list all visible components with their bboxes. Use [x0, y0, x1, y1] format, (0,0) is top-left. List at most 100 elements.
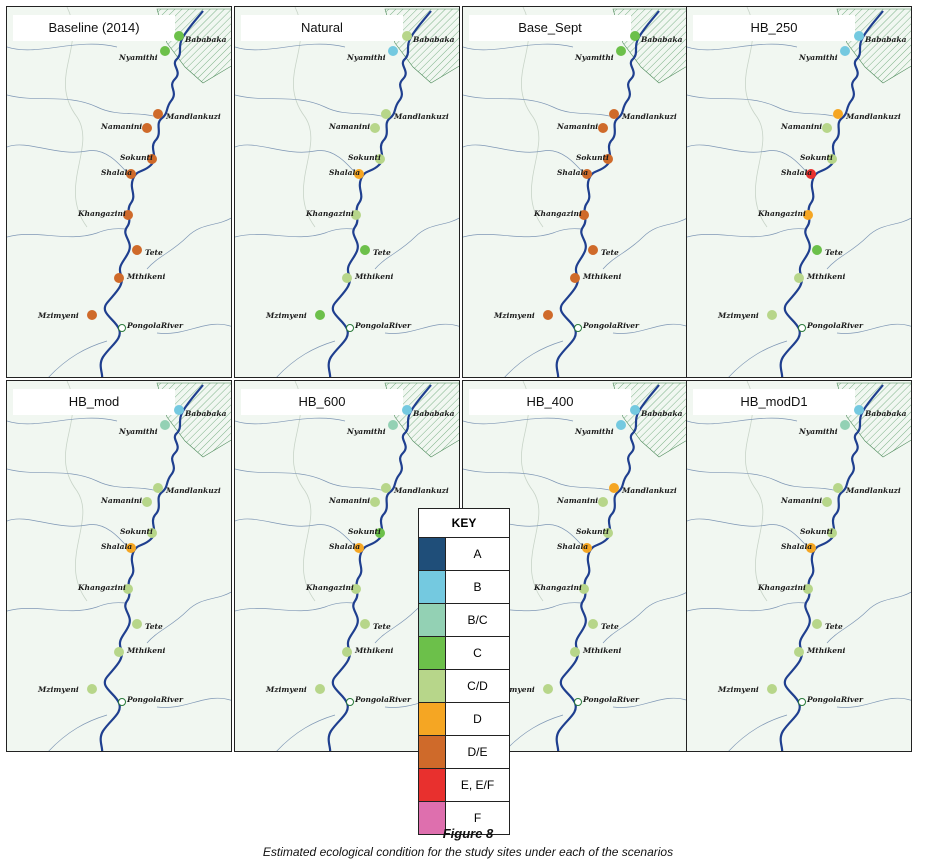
site-marker-mandlankuzi: [381, 483, 391, 493]
site-marker-tete: [812, 619, 822, 629]
protected-area: [836, 382, 911, 458]
site-label-nyamithi: Nyamithi: [575, 53, 614, 62]
site-marker-khangazini: [579, 584, 589, 594]
site-marker-babababa: [174, 405, 184, 415]
site-label-pongola: PongolaRiver: [583, 321, 640, 330]
site-marker-nyamithi: [388, 420, 398, 430]
site-marker-mthikeni: [342, 647, 352, 657]
key-row: E, E/F: [419, 769, 509, 802]
site-marker-tete: [588, 619, 598, 629]
key-swatch: [419, 571, 446, 603]
key-row: B/C: [419, 604, 509, 637]
tributary-line: [687, 94, 838, 118]
site-label-mzimyeni: Mzimyeni: [718, 685, 759, 694]
site-label-namanini: Namanini: [781, 122, 823, 131]
panel-title: HB_400: [469, 389, 631, 415]
site-marker-sokunti: [375, 528, 385, 538]
site-label-babababa: Bababaka: [413, 35, 455, 44]
site-label-pongola: PongolaRiver: [355, 321, 412, 330]
site-label-khangazini: Khangazini: [534, 583, 582, 592]
tributary-line: [7, 417, 118, 425]
site-label-mthikeni: Mthikeni: [583, 646, 622, 655]
scenario-map-panel: HB_250 Bababaka Nyamithi Mandlankuzi Namanin…: [686, 6, 912, 378]
site-marker-mzimyeni: [767, 310, 777, 320]
site-marker-khangazini: [351, 210, 361, 220]
key-label: D: [473, 712, 482, 726]
site-marker-babababa: [630, 405, 640, 415]
site-label-namanini: Namanini: [329, 122, 371, 131]
site-marker-mthikeni: [114, 273, 124, 283]
panel-title: Base_Sept: [469, 15, 631, 41]
key-swatch: [419, 769, 446, 801]
site-label-mzimyeni: Mzimyeni: [718, 311, 759, 320]
site-marker-mandlankuzi: [153, 483, 163, 493]
site-label-nyamithi: Nyamithi: [347, 427, 386, 436]
tributary-line: [463, 417, 574, 425]
site-marker-shalala: [582, 169, 592, 179]
site-label-mandlankuzi: Mandlankuzi: [394, 112, 449, 121]
scenario-map-panel: Base_Sept Bababaka Nyamithi Mandlankuzi Nama…: [462, 6, 688, 378]
tributary-line: [235, 144, 360, 178]
key-label: E, E/F: [460, 778, 495, 792]
site-marker-mthikeni: [570, 647, 580, 657]
tributary-line: [602, 591, 687, 644]
site-label-shalala: Shalala: [781, 168, 813, 177]
site-marker-namanini: [142, 123, 152, 133]
site-marker-tete: [132, 619, 142, 629]
river-line: [779, 384, 884, 751]
tributary-line: [687, 43, 798, 51]
site-label-mandlankuzi: Mandlankuzi: [394, 486, 449, 495]
key-swatch: [419, 637, 446, 669]
river-line: [327, 10, 432, 377]
tributary-line: [687, 518, 812, 552]
site-marker-pongola: [798, 698, 806, 706]
tributary-line: [728, 340, 788, 377]
site-marker-babababa: [630, 31, 640, 41]
site-label-sokunti: Sokunti: [576, 527, 609, 536]
site-label-sokunti: Sokunti: [576, 153, 609, 162]
scenario-map-panel: Natural Bababaka Nyamithi Mandlankuzi Namani…: [234, 6, 460, 378]
key-swatch: [419, 604, 446, 636]
tributary-line: [463, 43, 574, 51]
tributary-line: [836, 323, 911, 334]
site-label-pongola: PongolaRiver: [355, 695, 412, 704]
site-label-khangazini: Khangazini: [306, 209, 354, 218]
tributary-line: [463, 468, 614, 492]
panel-title: HB_modD1: [693, 389, 855, 415]
key-swatch: [419, 736, 446, 768]
protected-area: [384, 8, 459, 84]
key-label: B: [473, 580, 482, 594]
tributary-line: [374, 217, 459, 270]
site-marker-shalala: [354, 543, 364, 553]
tributary-line: [235, 468, 386, 492]
site-label-babababa: Bababaka: [641, 35, 683, 44]
key-swatch: [419, 802, 446, 834]
panel-title: HB_mod: [13, 389, 175, 415]
site-marker-mthikeni: [794, 647, 804, 657]
key-row: D/E: [419, 736, 509, 769]
figure-label: Figure 8: [442, 826, 494, 841]
site-marker-mzimyeni: [87, 684, 97, 694]
tributary-line: [146, 217, 231, 270]
site-label-shalala: Shalala: [101, 542, 133, 551]
site-label-namanini: Namanini: [329, 496, 371, 505]
site-marker-khangazini: [351, 584, 361, 594]
panel-title: HB_600: [241, 389, 403, 415]
panel-title: Baseline (2014): [13, 15, 175, 41]
site-marker-namanini: [822, 123, 832, 133]
site-label-sokunti: Sokunti: [800, 527, 833, 536]
site-label-nyamithi: Nyamithi: [119, 53, 158, 62]
site-marker-pongola: [118, 324, 126, 332]
key-row: F: [419, 802, 509, 834]
site-marker-nyamithi: [616, 46, 626, 56]
site-marker-shalala: [582, 543, 592, 553]
site-label-shalala: Shalala: [557, 168, 589, 177]
site-label-nyamithi: Nyamithi: [119, 427, 158, 436]
site-marker-mandlankuzi: [381, 109, 391, 119]
site-marker-shalala: [806, 543, 816, 553]
tributary-line: [7, 43, 118, 51]
tributary-line: [826, 217, 911, 270]
site-marker-shalala: [126, 543, 136, 553]
site-label-mandlankuzi: Mandlankuzi: [846, 486, 901, 495]
tributary-line: [687, 602, 808, 612]
